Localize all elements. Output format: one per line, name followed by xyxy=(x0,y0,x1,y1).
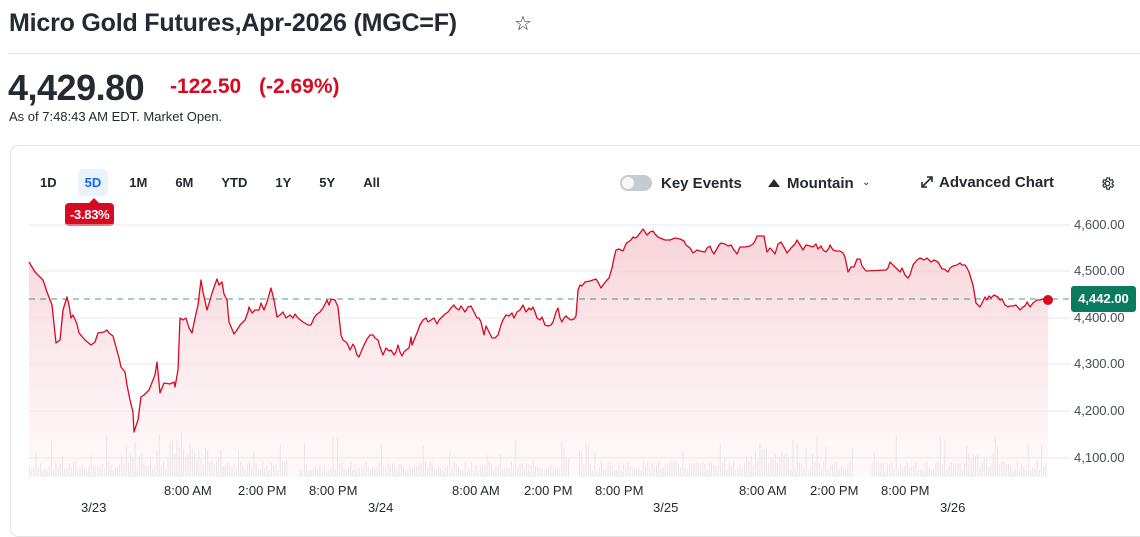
price-change: -122.50 xyxy=(170,75,242,98)
x-date-label: 3/26 xyxy=(940,500,966,515)
tab-5y[interactable]: 5Y xyxy=(319,175,336,190)
tab-1m[interactable]: 1M xyxy=(129,175,148,190)
key-events-toggle[interactable] xyxy=(620,175,652,191)
range-tabs: 1D 5D 1M 6M YTD 1Y 5Y All xyxy=(33,169,401,196)
current-price-label: 4,442.00 xyxy=(1071,286,1136,312)
key-events-label[interactable]: Key Events xyxy=(661,175,742,192)
x-time-label: 2:00 PM xyxy=(238,483,287,498)
price-area xyxy=(29,229,1048,477)
expand-icon[interactable] xyxy=(920,175,934,189)
tab-6m[interactable]: 6M xyxy=(175,175,194,190)
price-line xyxy=(28,228,1048,433)
price-chart[interactable] xyxy=(0,0,1140,519)
tab-all[interactable]: All xyxy=(363,175,380,190)
chevron-down-icon[interactable]: ⌄ xyxy=(862,177,871,188)
x-time-label: 8:00 PM xyxy=(309,483,358,498)
y-tick-label: 4,200.00 xyxy=(1074,403,1125,418)
x-time-label: 8:00 PM xyxy=(881,483,930,498)
page-title: Micro Gold Futures,Apr-2026 (MGC=F) xyxy=(9,9,457,37)
y-tick-label: 4,600.00 xyxy=(1074,217,1125,232)
x-time-label: 2:00 PM xyxy=(810,483,859,498)
tab-ytd[interactable]: YTD xyxy=(221,175,248,190)
x-time-label: 8:00 AM xyxy=(164,483,212,498)
x-date-label: 3/23 xyxy=(81,500,107,515)
x-date-label: 3/25 xyxy=(653,500,679,515)
x-time-label: 8:00 AM xyxy=(452,483,500,498)
tab-1y[interactable]: 1Y xyxy=(275,175,292,190)
range-change-badge: -3.83% xyxy=(65,198,115,226)
x-time-label: 8:00 PM xyxy=(595,483,644,498)
divider xyxy=(9,53,1140,54)
quote-timestamp: As of 7:48:43 AM EDT. Market Open. xyxy=(9,109,223,124)
tab-1d[interactable]: 1D xyxy=(40,175,57,190)
advanced-chart-button[interactable]: Advanced Chart xyxy=(939,174,1055,191)
y-tick-label: 4,500.00 xyxy=(1074,263,1125,278)
toggle-knob xyxy=(622,177,634,189)
y-tick-label: 4,300.00 xyxy=(1074,356,1125,371)
chart-type-dropdown[interactable]: Mountain xyxy=(787,175,854,192)
mountain-icon[interactable] xyxy=(768,179,780,187)
current-price-dot xyxy=(1043,295,1053,305)
y-tick-label: 4,100.00 xyxy=(1074,450,1125,465)
y-tick-label: 4,400.00 xyxy=(1074,310,1125,325)
x-time-label: 2:00 PM xyxy=(524,483,573,498)
star-icon[interactable]: ☆ xyxy=(514,13,532,35)
gear-icon[interactable] xyxy=(1100,176,1115,191)
current-price: 4,429.80 xyxy=(8,67,145,108)
x-time-label: 8:00 AM xyxy=(739,483,787,498)
x-date-label: 3/24 xyxy=(368,500,394,515)
tab-5d[interactable]: 5D xyxy=(77,169,109,196)
price-change-percent: (-2.69%) xyxy=(259,75,340,98)
